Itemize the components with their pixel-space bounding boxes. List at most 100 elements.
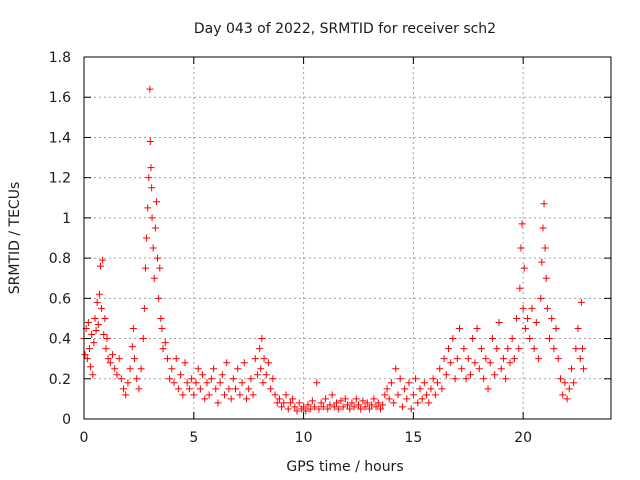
data-point <box>103 335 111 343</box>
data-point <box>133 375 141 383</box>
data-point <box>101 314 109 322</box>
data-point <box>177 371 185 379</box>
data-point <box>98 304 106 312</box>
data-point <box>348 399 356 407</box>
data-point <box>506 359 514 367</box>
data-point <box>210 365 218 373</box>
data-point <box>484 385 492 393</box>
data-point <box>423 391 431 399</box>
data-point <box>577 298 585 306</box>
data-point <box>559 391 567 399</box>
data-point <box>394 391 402 399</box>
data-point <box>528 304 536 312</box>
data-point <box>120 385 128 393</box>
data-point <box>572 345 580 353</box>
data-point <box>129 325 137 332</box>
data-point <box>245 385 253 393</box>
data-point <box>126 365 134 373</box>
data-point <box>170 379 178 387</box>
data-point <box>567 365 575 373</box>
data-point <box>552 325 560 332</box>
data-point <box>95 290 103 298</box>
data-point <box>218 371 226 379</box>
data-point <box>247 375 255 383</box>
data-point <box>192 379 200 387</box>
data-point <box>92 327 100 335</box>
data-point <box>398 403 406 411</box>
data-point <box>401 385 409 393</box>
y-tick-label: 0 <box>62 412 71 428</box>
data-point <box>304 401 312 409</box>
data-point <box>427 385 435 393</box>
data-point <box>242 395 250 403</box>
data-point <box>203 379 211 387</box>
data-point <box>83 355 91 363</box>
y-tick-label: 1.6 <box>49 90 71 106</box>
data-point <box>381 391 389 399</box>
x-tick-label: 20 <box>514 430 532 446</box>
data-point <box>183 379 191 387</box>
data-point <box>137 365 145 373</box>
data-point <box>346 405 354 413</box>
data-point <box>508 335 516 343</box>
data-point <box>144 204 152 212</box>
data-point <box>278 403 286 411</box>
data-point <box>412 375 420 383</box>
data-point <box>537 294 545 302</box>
data-point <box>473 325 481 332</box>
data-point <box>140 304 148 312</box>
data-point <box>161 339 169 347</box>
data-point <box>201 395 209 403</box>
data-point <box>520 264 528 272</box>
data-point <box>486 359 494 367</box>
data-point <box>414 399 422 407</box>
data-point <box>302 407 310 415</box>
x-tick-label: 10 <box>295 430 313 446</box>
data-point <box>159 345 167 353</box>
data-point <box>570 379 578 387</box>
data-point <box>337 397 345 405</box>
data-point <box>530 345 538 353</box>
data-point <box>166 375 174 383</box>
data-point <box>199 371 207 379</box>
y-tick-label: 0.4 <box>49 332 71 348</box>
x-tick-label: 0 <box>80 430 89 446</box>
data-point <box>372 403 380 411</box>
data-point <box>286 399 294 407</box>
data-point <box>405 379 413 387</box>
data-point <box>497 365 505 373</box>
y-tick-label: 1.2 <box>49 171 71 187</box>
data-point <box>532 318 540 326</box>
data-point <box>379 401 387 409</box>
y-tick-label: 1.4 <box>49 130 71 146</box>
data-point <box>145 174 153 182</box>
data-point <box>117 375 125 383</box>
data-point <box>541 244 549 252</box>
data-point <box>449 335 457 343</box>
data-point <box>139 335 147 343</box>
data-point <box>469 335 477 343</box>
data-point <box>440 355 448 363</box>
data-point <box>267 385 275 393</box>
data-point <box>269 375 277 383</box>
data-point <box>403 395 411 403</box>
data-point <box>493 345 501 353</box>
data-point <box>102 345 110 353</box>
data-point <box>335 405 343 413</box>
data-point <box>540 200 548 208</box>
x-axis-label: GPS time / hours <box>286 459 403 475</box>
data-point <box>172 355 180 363</box>
data-point <box>289 395 297 403</box>
data-point <box>151 224 159 232</box>
data-point <box>262 371 270 379</box>
data-point <box>330 403 338 411</box>
data-point <box>359 397 367 405</box>
data-point <box>179 391 187 399</box>
data-point <box>574 325 582 332</box>
data-point <box>253 371 261 379</box>
data-point <box>418 395 426 403</box>
y-tick-label: 0.6 <box>49 291 71 307</box>
data-point <box>499 355 507 363</box>
data-point <box>196 385 204 393</box>
data-point <box>313 379 321 387</box>
